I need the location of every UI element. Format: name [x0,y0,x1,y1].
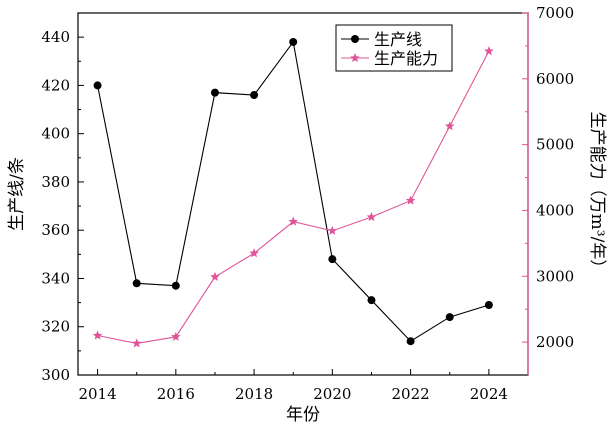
plot-frame [77,12,529,376]
data-point-star [405,195,416,205]
left-tick-label: 340 [41,269,70,287]
data-point-star [288,216,298,226]
data-point-star [171,331,181,341]
data-point-star [444,121,455,131]
right-tick-label: 5000 [536,136,574,154]
data-point-circle [367,296,376,305]
data-point-star [210,271,220,281]
legend-box [335,24,453,72]
data-point-star [131,338,142,348]
bottom-axis: 2014 2016 2018 2020 2022 2024 [78,369,508,403]
right-tick-label: 4000 [536,201,574,219]
data-point-star [484,46,494,56]
left-tick-label: 300 [41,366,70,384]
legend-marker-star [350,53,360,63]
right-tick-label: 7000 [536,4,574,22]
bottom-tick-label: 2016 [157,385,195,403]
bottom-tick-label: 2020 [313,385,351,403]
data-point-circle [132,279,141,288]
bottom-tick-label: 2018 [235,385,273,403]
left-tick-label: 420 [41,76,70,94]
data-point-circle [445,313,454,322]
series-line-1 [97,40,490,342]
data-point-circle [210,88,219,97]
left-tick-label: 380 [41,173,70,191]
data-point-star [327,225,338,235]
legend-label: 生产能力 [374,49,438,68]
data-point-circle [484,301,493,310]
right-tick-label: 2000 [536,333,574,351]
bottom-tick-label: 2014 [78,385,116,403]
data-point-star [92,330,103,340]
data-point-star [366,212,377,222]
legend-marker-circle [351,35,359,43]
left-tick-label: 320 [41,318,70,336]
data-point-circle [93,81,102,90]
data-point-circle [250,91,259,100]
right-axis-title: 生产能力（万m³/年） [587,112,607,277]
bottom-tick-label: 2024 [470,385,508,403]
left-axis-title: 生产线/条 [7,157,27,231]
left-tick-label: 400 [41,125,70,143]
data-point-circle [171,281,180,290]
legend-label: 生产线 [374,30,422,49]
right-tick-label: 3000 [536,267,574,285]
left-tick-label: 440 [41,28,70,46]
right-axis: 2000 3000 4000 5000 6000 7000 [522,4,574,375]
data-point-circle [289,37,298,46]
data-point-circle [328,255,337,264]
data-point-star [249,248,259,258]
x-axis-title: 年份 [286,405,320,425]
data-point-circle [406,337,415,346]
left-axis: 300 320 340 360 380 400 420 440 [41,28,84,384]
series-layer [92,37,494,348]
right-tick-label: 6000 [536,70,574,88]
bottom-tick-label: 2022 [392,385,430,403]
series-line-2 [97,50,490,344]
left-tick-label: 360 [41,221,70,239]
